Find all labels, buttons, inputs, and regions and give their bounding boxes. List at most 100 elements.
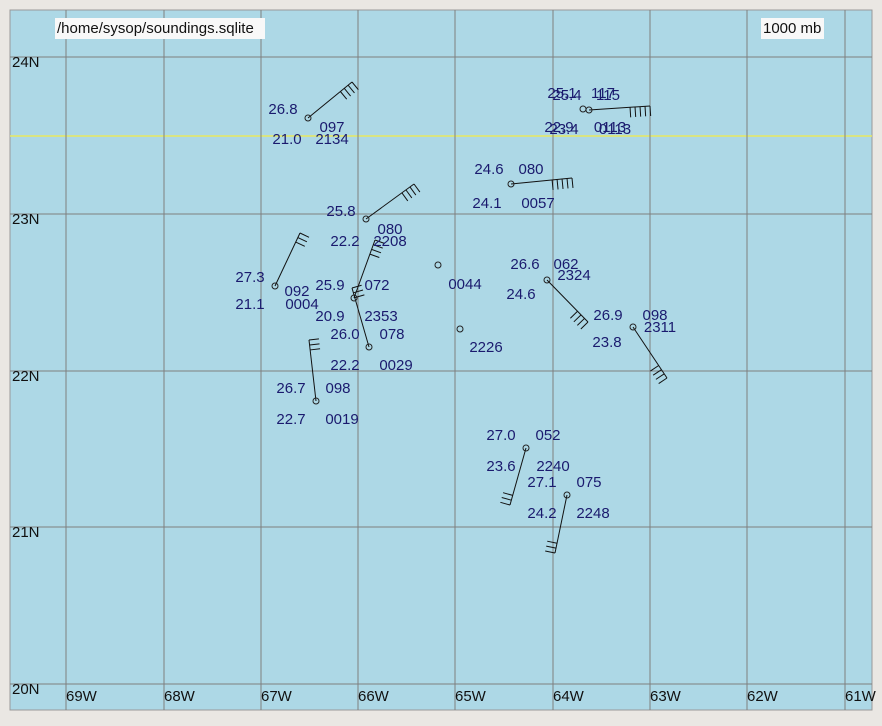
barb-tick bbox=[571, 177, 574, 189]
station-marker bbox=[522, 444, 530, 452]
station-dewpoint: 22.2 bbox=[330, 357, 359, 374]
station-marker bbox=[362, 215, 370, 223]
barb-tick bbox=[309, 343, 320, 346]
barb-tick bbox=[634, 106, 637, 117]
barb-tick bbox=[340, 91, 348, 100]
station-temperature: 26.0 bbox=[330, 326, 359, 343]
station-marker bbox=[629, 323, 637, 331]
station-dewpoint: 23.8 bbox=[592, 334, 621, 351]
wind-barbs bbox=[274, 81, 668, 554]
barb-tick bbox=[401, 192, 409, 202]
station-marker bbox=[434, 261, 442, 269]
station-marker bbox=[350, 294, 358, 302]
barb-staff bbox=[365, 183, 415, 220]
station-temperature: 25.8 bbox=[326, 203, 355, 220]
station-time: 0113 bbox=[594, 119, 626, 136]
station-height: 098 bbox=[325, 380, 350, 397]
barb-tick bbox=[501, 497, 512, 501]
station-dewpoint: 24.1 bbox=[472, 195, 501, 212]
station-dewpoint: 24.2 bbox=[527, 505, 556, 522]
barb-tick bbox=[353, 289, 364, 294]
station-marker bbox=[304, 114, 312, 122]
station-marker bbox=[563, 491, 571, 499]
station-height: 075 bbox=[576, 474, 601, 491]
station-dewpoint: 22.2 bbox=[330, 233, 359, 250]
barb-tick bbox=[502, 492, 513, 496]
station-time: 2226 bbox=[469, 339, 502, 356]
barb-tick bbox=[658, 377, 668, 384]
barb-tick bbox=[354, 294, 365, 299]
barb-staff bbox=[274, 232, 301, 287]
barb-tick bbox=[299, 232, 310, 238]
station-dewpoint: 20.9 bbox=[315, 308, 344, 325]
lat-label: 22N bbox=[12, 368, 40, 385]
station-height: 115 bbox=[596, 87, 620, 104]
station-time: 0044 bbox=[448, 276, 481, 293]
barb-tick bbox=[570, 310, 578, 319]
station-height: 078 bbox=[379, 326, 404, 343]
barb-tick bbox=[308, 338, 319, 341]
barb-tick bbox=[556, 179, 559, 190]
station-time: 2134 bbox=[315, 131, 348, 148]
station-time: 0113 bbox=[599, 121, 631, 138]
barb-tick bbox=[374, 239, 385, 244]
barb-tick bbox=[650, 365, 659, 372]
lon-label: 68W bbox=[164, 688, 196, 705]
station-height: 097 bbox=[319, 119, 344, 136]
station-temperature: 27.3 bbox=[235, 269, 264, 286]
map-background bbox=[9, 9, 873, 711]
barb-tick bbox=[649, 105, 652, 117]
barb-tick bbox=[343, 88, 351, 97]
barb-tick bbox=[297, 237, 308, 243]
barb-tick bbox=[373, 244, 383, 249]
lon-label: 66W bbox=[358, 688, 390, 705]
station-marker bbox=[456, 325, 464, 333]
station-marker bbox=[271, 282, 279, 290]
station-height: 080 bbox=[377, 221, 402, 238]
station-temperature: 26.8 bbox=[268, 101, 297, 118]
barb-tick bbox=[655, 373, 665, 380]
lon-label: 63W bbox=[650, 688, 682, 705]
barb-staff bbox=[546, 279, 589, 323]
barb-tick bbox=[347, 84, 355, 94]
station-temperature: 26.9 bbox=[593, 307, 622, 324]
barb-tick bbox=[580, 321, 589, 330]
station-height: 052 bbox=[535, 427, 560, 444]
station-time: 2208 bbox=[373, 233, 406, 250]
barb-tick bbox=[547, 540, 558, 544]
station-height: 098 bbox=[642, 307, 667, 324]
barb-tick bbox=[369, 253, 380, 258]
path-label: /home/sysop/soundings.sqlite bbox=[57, 20, 254, 37]
barb-tick bbox=[295, 241, 305, 247]
station-temperature: 25.1 bbox=[547, 85, 576, 102]
barb-tick bbox=[566, 178, 569, 189]
station-temperature: 25.9 bbox=[315, 277, 344, 294]
station-dewpoint: 23.4 bbox=[549, 121, 578, 138]
barb-tick bbox=[652, 369, 662, 376]
station-time: 0057 bbox=[521, 195, 554, 212]
stations: 26.8 097 21.0 2134 25.1 117 22.9 0113 25.4 115 23.… bbox=[235, 85, 676, 522]
station-time: 2324 bbox=[557, 267, 590, 284]
barb-tick bbox=[351, 284, 362, 289]
barb-tick bbox=[371, 248, 382, 254]
lat-label: 24N bbox=[12, 54, 40, 71]
station-marker bbox=[543, 276, 551, 284]
barb-tick bbox=[351, 81, 359, 91]
station-temperature: 26.6 bbox=[510, 256, 539, 273]
lat-label: 20N bbox=[12, 681, 40, 698]
station-marker bbox=[312, 397, 320, 405]
station-temperature: 24.6 bbox=[474, 161, 503, 178]
station-height: 080 bbox=[518, 161, 543, 178]
station-dewpoint: 23.6 bbox=[486, 458, 515, 475]
barb-tick bbox=[573, 314, 582, 323]
barb-tick bbox=[500, 501, 511, 506]
station-temperature: 27.1 bbox=[527, 474, 556, 491]
barb-tick bbox=[629, 107, 632, 118]
lon-label: 69W bbox=[66, 688, 98, 705]
barb-tick bbox=[644, 106, 647, 117]
station-time: 2240 bbox=[536, 458, 569, 475]
station-marker bbox=[365, 343, 373, 351]
station-height: 117 bbox=[591, 85, 615, 102]
barb-tick bbox=[546, 545, 557, 549]
barb-tick bbox=[409, 186, 417, 196]
